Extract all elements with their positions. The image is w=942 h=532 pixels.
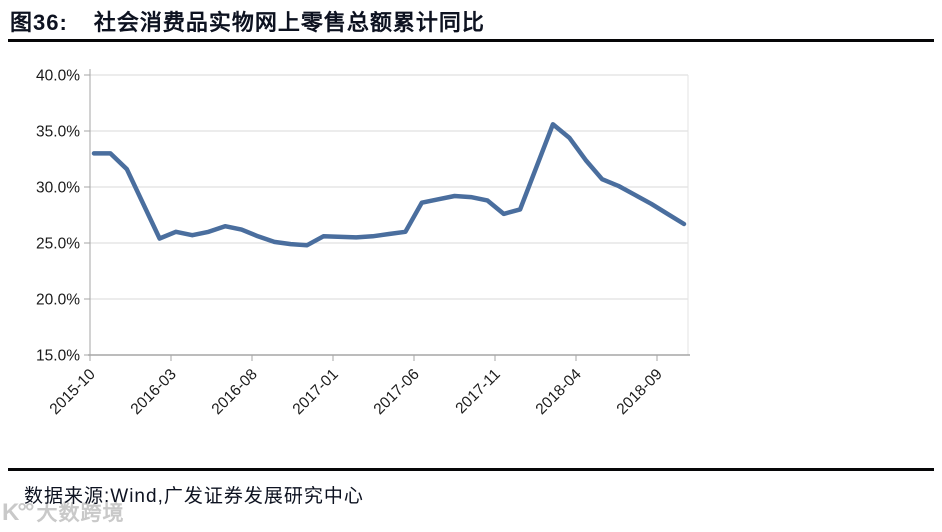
data-source-text: 数据来源:Wind,广发证券发展研究中心 [24, 486, 364, 507]
svg-text:2018-09: 2018-09 [614, 366, 666, 418]
figure-title-bar: 图36: 社会消费品实物网上零售总额累计同比 [10, 5, 932, 37]
watermark-logo-icon: K°° [2, 499, 35, 526]
figure-title: 社会消费品实物网上零售总额累计同比 [93, 10, 485, 35]
watermark: K°° 大数跨境 [2, 497, 125, 527]
svg-text:2017-01: 2017-01 [290, 366, 342, 418]
svg-text:30.0%: 30.0% [36, 180, 80, 197]
svg-text:20.0%: 20.0% [36, 292, 80, 309]
svg-text:2017-11: 2017-11 [452, 366, 503, 417]
figure-number-label: 图36: [10, 10, 68, 35]
svg-text:2016-08: 2016-08 [209, 366, 261, 418]
title-divider-rule [8, 39, 934, 42]
footer-divider-rule [8, 468, 934, 471]
svg-text:2015-10: 2015-10 [47, 366, 100, 419]
watermark-text: 大数跨境 [36, 502, 125, 525]
line-chart-svg: 40.0% 35.0% 30.0% 25.0% 20.0% 15.0%2015-10 201… [36, 68, 690, 419]
svg-text:40.0%: 40.0% [36, 68, 80, 85]
svg-text:35.0%: 35.0% [36, 124, 80, 141]
svg-text:15.0%: 15.0% [36, 348, 80, 365]
svg-text:2018-04: 2018-04 [533, 366, 586, 419]
svg-text:2016-03: 2016-03 [128, 366, 180, 418]
svg-text:2017-06: 2017-06 [371, 366, 423, 418]
svg-text:25.0%: 25.0% [36, 236, 80, 253]
